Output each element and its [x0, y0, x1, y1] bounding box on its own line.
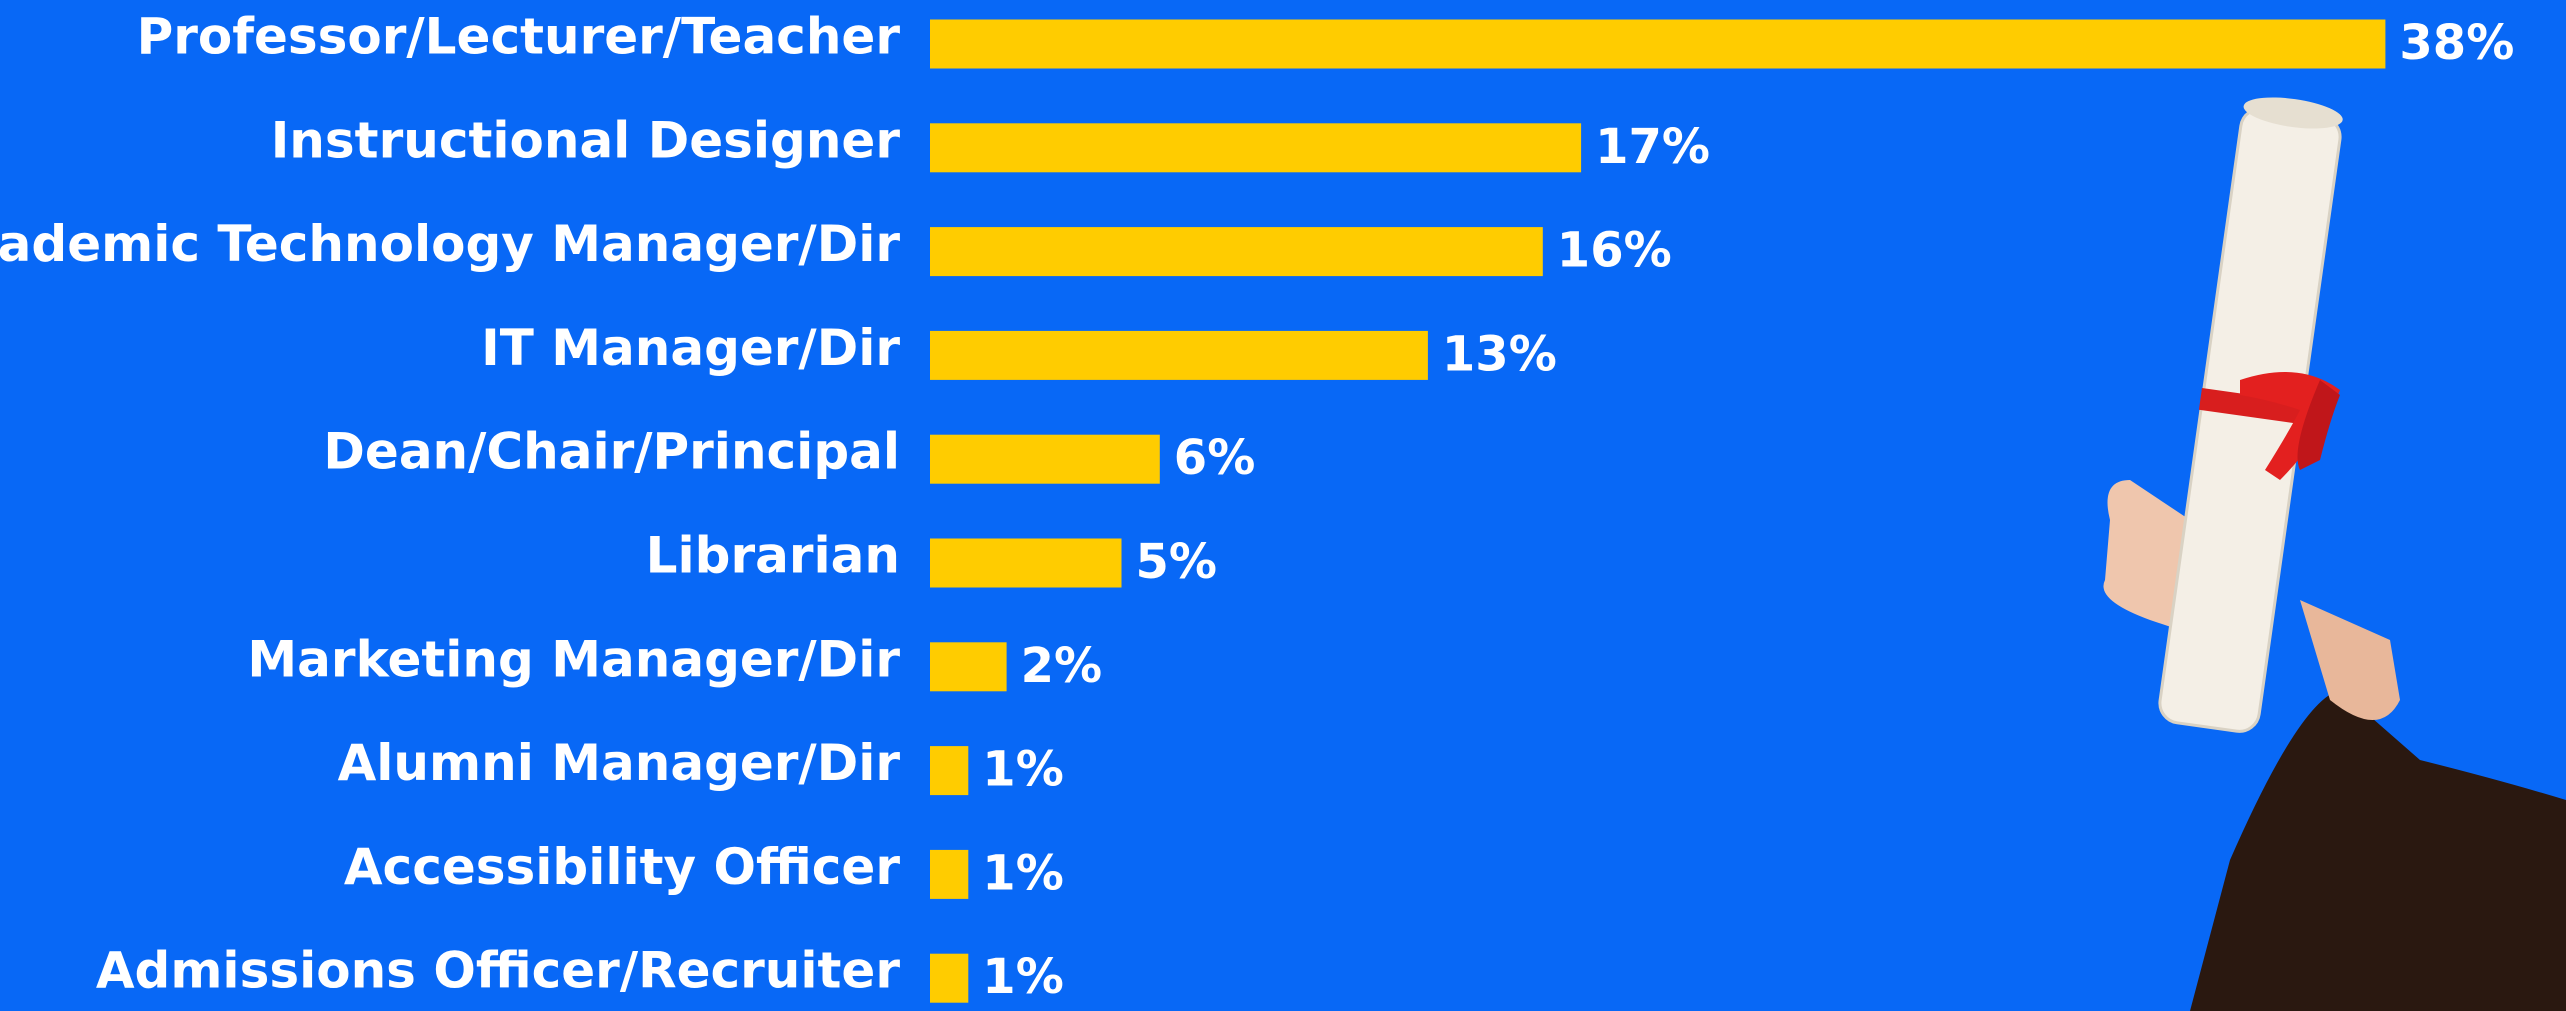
value-label: 17%: [1595, 119, 1710, 175]
bar: [930, 746, 969, 796]
bar: [930, 434, 1160, 484]
value-label: 2%: [1021, 638, 1103, 694]
value-label: 38%: [2399, 15, 2514, 71]
bar: [930, 123, 1582, 173]
bar: [930, 227, 1543, 277]
category-label: Professor/Lecturer/Teacher: [137, 8, 901, 66]
category-label: Instructional Designer: [271, 111, 901, 169]
value-label: 5%: [1136, 534, 1218, 590]
bar: [930, 19, 2386, 69]
category-label: Alumni Manager/Dir: [338, 734, 901, 792]
value-label: 1%: [982, 949, 1064, 1005]
category-label: Marketing Manager/Dir: [247, 630, 900, 688]
category-label: IT Manager/Dir: [481, 319, 900, 377]
bar: [930, 330, 1428, 380]
value-label: 16%: [1557, 223, 1672, 279]
category-label: Accessibility Officer: [344, 838, 900, 896]
value-label: 6%: [1174, 430, 1256, 486]
category-label: Librarian: [646, 527, 900, 585]
category-label: Academic Technology Manager/Dir: [0, 215, 900, 273]
bar: [930, 642, 1007, 692]
diploma-photo: [2103, 97, 2566, 1011]
bar: [930, 538, 1122, 588]
value-label: 1%: [982, 742, 1064, 798]
bar: [930, 953, 969, 1003]
category-label: Admissions Officer/Recruiter: [96, 942, 900, 1000]
value-label: 1%: [982, 845, 1064, 901]
bar: [930, 849, 969, 899]
value-label: 13%: [1442, 326, 1557, 382]
category-label: Dean/Chair/Principal: [323, 423, 900, 481]
